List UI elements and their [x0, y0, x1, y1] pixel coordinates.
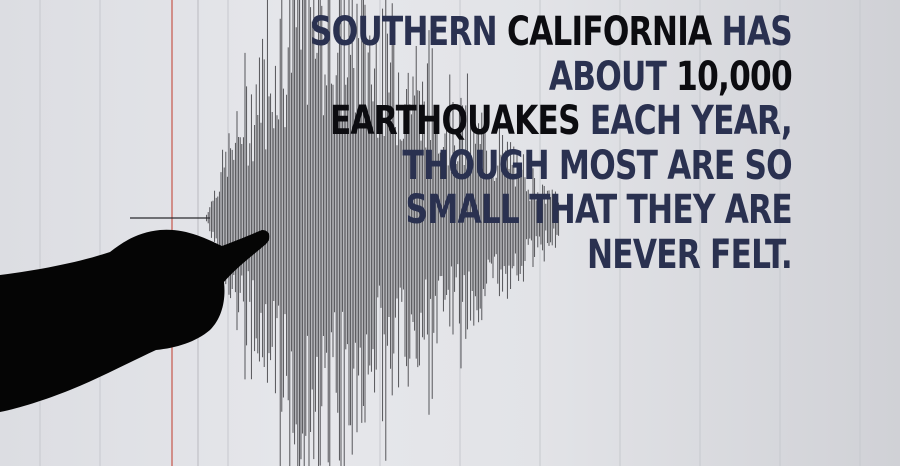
caption-text: SOUTHERN CALIFORNIA HAS ABOUT 10,000 EARTH…: [310, 9, 793, 278]
caption-line: ABOUT 10,000: [310, 53, 793, 100]
seismograph-trace: [206, 0, 560, 466]
caption-line: NEVER FELT.: [310, 231, 793, 278]
caption-segment: NEVER FELT.: [587, 231, 793, 278]
caption-line: EARTHQUAKES EACH YEAR,: [310, 98, 793, 144]
caption-emphasis: CALIFORNIA: [496, 9, 712, 55]
caption-emphasis: EARTHQUAKES: [329, 98, 581, 144]
caption-segment: SMALL THAT THEY ARE: [405, 187, 793, 233]
caption-line: THOUGH MOST ARE SO: [310, 142, 793, 189]
caption-emphasis: 10,000: [666, 53, 793, 100]
caption-line: SOUTHERN CALIFORNIA HAS: [310, 9, 793, 55]
caption-segment: EACH YEAR,: [579, 98, 793, 144]
caption-line: SMALL THAT THEY ARE: [310, 187, 793, 233]
caption-segment: SOUTHERN: [310, 9, 498, 55]
caption-segment: THOUGH MOST ARE SO: [402, 142, 793, 189]
caption-segment: ABOUT: [549, 53, 667, 100]
caption-segment: HAS: [711, 9, 793, 55]
